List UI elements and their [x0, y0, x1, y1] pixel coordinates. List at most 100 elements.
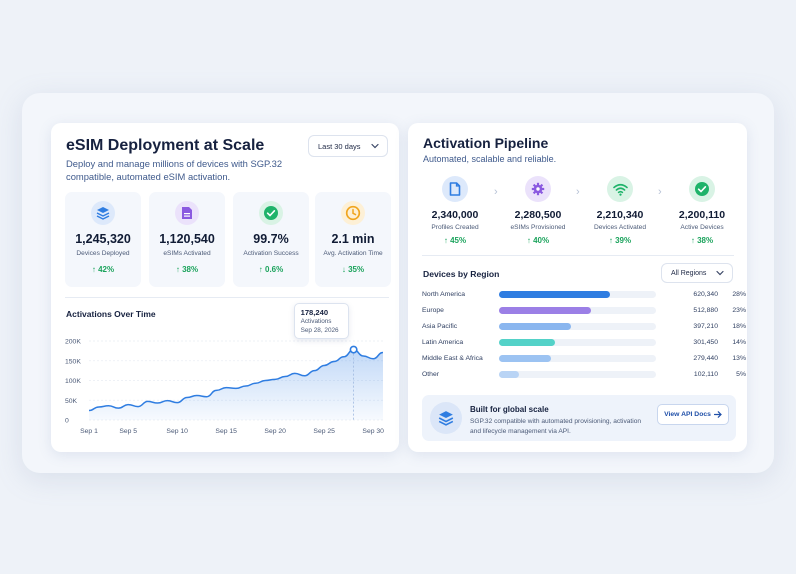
wifi-icon [607, 176, 633, 202]
activations-chart: 0 50K 100K 150K 200K Sep 1 Sep 5 Sep 10 Sep 15 Se… [65, 339, 384, 436]
region-value: 512,880 [693, 306, 718, 314]
kpi-value: 1,120,540 [159, 232, 215, 246]
kpi-label: Activation Success [243, 250, 299, 257]
stage-change: ↑ 39% [608, 236, 632, 245]
kpi-avg-activation-time: 2.1 min Avg. Activation Time ↓ 35% [315, 192, 391, 287]
pipeline-card: Activation Pipeline Automated, scalable … [408, 123, 747, 452]
chevron-right-icon: › [494, 186, 498, 198]
banner-title: Built for global scale [470, 405, 549, 414]
region-row: Asia Pacific 397,210 18% [422, 320, 746, 332]
view-api-docs-button[interactable]: View API Docs [657, 404, 729, 425]
region-percent: 18% [732, 322, 746, 330]
period-dropdown[interactable]: Last 30 days [308, 135, 388, 157]
chevron-right-icon: › [576, 186, 580, 198]
pipeline-title: Activation Pipeline [423, 135, 549, 151]
stage-change: ↑ 40% [526, 236, 550, 245]
kpi-change: ↑ 0.6% [258, 265, 284, 274]
banner-text: SGP.32 compatible with automated provisi… [470, 418, 642, 435]
subtitle-line-1: Deploy and manage millions of devices wi… [66, 158, 283, 169]
region-bar-fill [499, 354, 551, 362]
kpi-activation-success: 99.7% Activation Success ↑ 0.6% [233, 192, 309, 287]
subtitle-line-2: compatible, automated eSIM activation. [66, 171, 231, 183]
divider [65, 297, 389, 298]
region-bar-fill [499, 322, 571, 330]
region-bar-track [499, 338, 656, 346]
region-bar-fill [499, 338, 555, 346]
region-row: Europe 512,880 23% [422, 304, 746, 316]
region-percent: 5% [736, 370, 746, 378]
period-dropdown-value: Last 30 days [318, 141, 361, 151]
chevron-down-icon [716, 270, 724, 276]
deployment-card: eSIM Deployment at Scale Deploy and mana… [51, 123, 399, 452]
region-row: North America 620,340 28% [422, 288, 746, 300]
tooltip-date: Sep 28, 2026 [300, 327, 339, 335]
tooltip-value: 178,240 [300, 307, 329, 317]
tooltip-label: Activations [300, 318, 332, 326]
region-value: 397,210 [693, 322, 718, 330]
region-row: Latin America 301,450 14% [422, 336, 746, 348]
x-tick-label: Sep 20 [264, 428, 286, 435]
region-bar-track [499, 322, 656, 330]
stage-label: eSIMs Provisioned [510, 224, 566, 231]
check-circle-icon [259, 201, 283, 225]
pipeline-stage-active-devices: 2,200,110 Active Devices ↑ 38% [666, 176, 738, 245]
series-line [88, 348, 384, 412]
stage-value: 2,200,110 [678, 209, 726, 221]
region-percent: 13% [732, 354, 746, 362]
region-value: 620,340 [693, 290, 718, 298]
highlight-point [349, 345, 358, 354]
stage-change: ↑ 38% [690, 236, 714, 245]
stage-value: 2,340,000 [431, 209, 479, 221]
x-tick-label: Sep 25 [313, 428, 335, 435]
stage-value: 2,280,500 [514, 209, 562, 221]
stage-label: Devices Activated [593, 224, 647, 231]
region-name: Europe [422, 306, 444, 314]
region-bar-fill [499, 290, 610, 298]
region-value: 301,450 [693, 338, 718, 346]
chevron-right-icon: › [658, 186, 662, 198]
region-value: 279,440 [693, 354, 718, 362]
view-api-docs-label: View API Docs [664, 411, 711, 418]
kpi-value: 2.1 min [331, 232, 375, 246]
region-name: Asia Pacific [422, 322, 458, 330]
y-tick-label: 100K [65, 378, 81, 385]
region-name: Latin America [422, 338, 464, 346]
pipeline-subtitle: Automated, scalable and reliable. [423, 154, 557, 164]
region-bar-track [499, 306, 656, 314]
layers-icon [91, 201, 115, 225]
region-percent: 14% [732, 338, 746, 346]
y-tick-label: 200K [65, 339, 81, 346]
region-value: 102,110 [693, 370, 718, 378]
region-name: North America [422, 290, 466, 298]
region-bar-fill [499, 370, 519, 378]
region-row: Other 102,110 5% [422, 368, 746, 380]
stage-value: 2,210,340 [596, 209, 644, 221]
document-icon [442, 176, 468, 202]
kpi-label: Avg. Activation Time [323, 250, 383, 257]
chart-tooltip: 178,240 Activations Sep 28, 2026 [293, 302, 349, 339]
x-tick-label: Sep 5 [119, 428, 137, 435]
kpi-label: eSIMs Activated [163, 250, 211, 257]
region-row: Middle East & Africa 279,440 13% [422, 352, 746, 364]
pipeline-stage-esims-provisioned: 2,280,500 eSIMs Provisioned ↑ 40% [502, 176, 574, 245]
region-name: Other [422, 370, 439, 378]
gear-icon [525, 176, 551, 202]
layers-icon [430, 402, 462, 434]
pipeline-stage-profiles-created: 2,340,000 Profiles Created ↑ 45% [419, 176, 491, 245]
clock-icon [341, 201, 365, 225]
x-tick-label: Sep 10 [166, 428, 188, 435]
region-dropdown[interactable]: All Regions [661, 263, 733, 283]
kpi-change: ↑ 38% [175, 265, 199, 274]
chart-title: Activations Over Time [66, 309, 156, 319]
region-name: Middle East & Africa [422, 354, 483, 362]
stage-label: Active Devices [680, 224, 724, 231]
global-scale-banner: Built for global scale SGP.32 compatible… [422, 395, 736, 441]
region-percent: 23% [732, 306, 746, 314]
kpi-label: Devices Deployed [76, 250, 130, 257]
y-tick-label: 0 [65, 418, 69, 425]
regions-title: Devices by Region [423, 269, 500, 279]
x-tick-label: Sep 1 [80, 428, 98, 435]
divider [422, 255, 734, 256]
y-tick-label: 150K [65, 358, 81, 365]
region-dropdown-value: All Regions [671, 269, 707, 277]
